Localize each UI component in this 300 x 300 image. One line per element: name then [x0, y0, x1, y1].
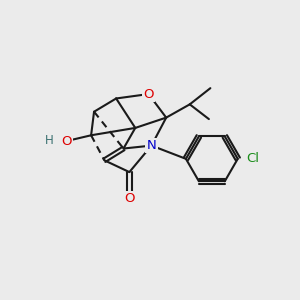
Text: O: O [124, 192, 135, 205]
Text: H: H [45, 134, 54, 147]
Text: N: N [147, 139, 156, 152]
Text: O: O [61, 135, 71, 148]
Text: O: O [143, 88, 154, 100]
Text: Cl: Cl [246, 152, 259, 165]
